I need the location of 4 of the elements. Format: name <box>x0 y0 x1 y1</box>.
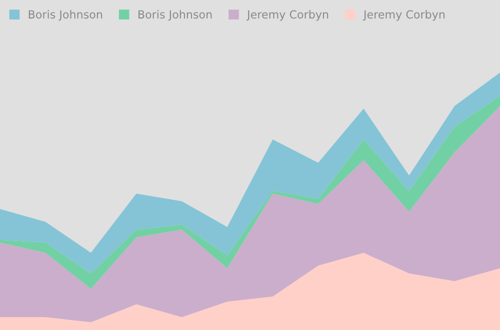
legend-label: Boris Johnson <box>28 10 102 21</box>
legend-label: Jeremy Corbyn <box>246 10 328 21</box>
legend-label: Jeremy Corbyn <box>362 10 445 21</box>
legend-label: Boris Johnson <box>138 10 212 21</box>
